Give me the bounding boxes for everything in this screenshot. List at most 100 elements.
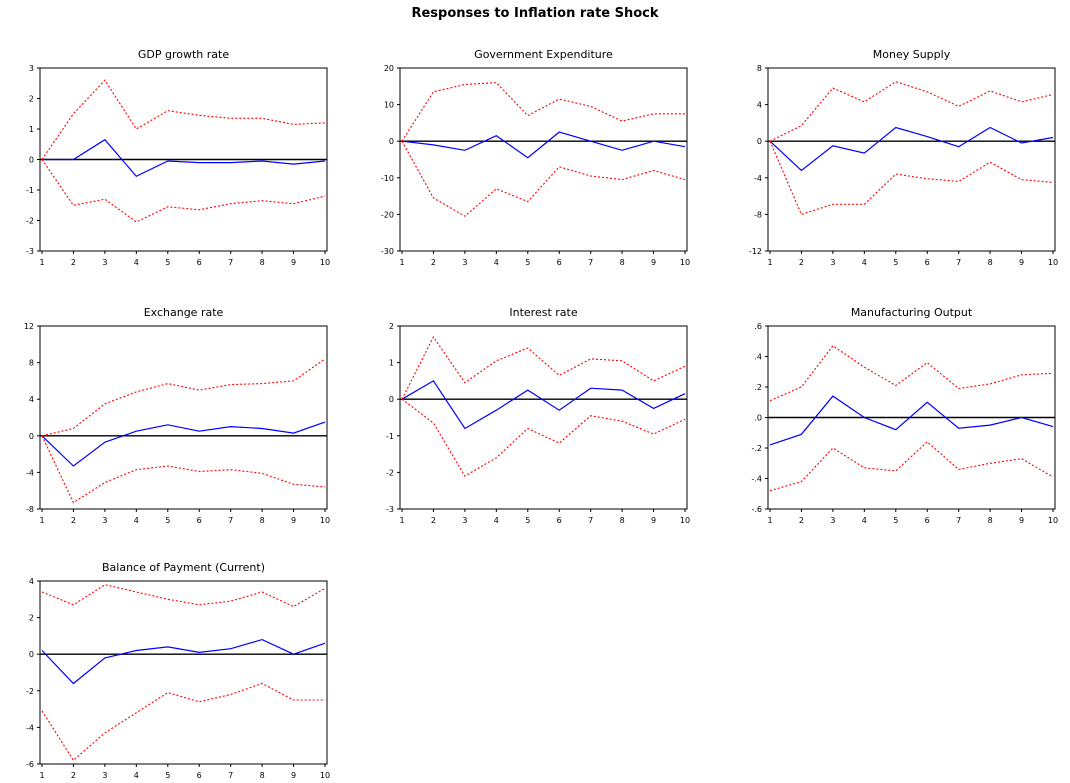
y-tick-label: .0 xyxy=(754,414,762,423)
y-tick-label: 4 xyxy=(29,395,34,404)
upper-band-line xyxy=(41,584,326,608)
y-tick-label: 0 xyxy=(29,156,34,165)
plot-frame xyxy=(399,67,688,252)
y-tick-label: 2 xyxy=(29,95,34,104)
y-tick-label: -8 xyxy=(754,210,762,219)
y-tick-label: -30 xyxy=(381,247,394,256)
y-tick-label: -10 xyxy=(381,174,394,183)
x-tick-label: 1 xyxy=(39,258,44,267)
x-tick-label: 3 xyxy=(102,258,107,267)
x-tick-label: 4 xyxy=(862,258,867,267)
upper-band-line xyxy=(769,345,1054,402)
x-tick-label: 6 xyxy=(557,258,562,267)
x-tick-label: 7 xyxy=(956,258,961,267)
response-line xyxy=(769,395,1054,446)
y-tick-label: .2 xyxy=(754,383,762,392)
upper-band-line xyxy=(41,79,326,160)
y-tick-label: .6 xyxy=(754,322,762,331)
x-tick-label: 1 xyxy=(767,258,772,267)
x-tick-label: 8 xyxy=(620,516,625,525)
x-tick-label: 7 xyxy=(228,771,233,780)
x-tick-label: 10 xyxy=(1048,516,1058,525)
x-tick-label: 1 xyxy=(767,516,772,525)
x-tick-label: 8 xyxy=(260,258,265,267)
y-tick-label: 0 xyxy=(29,650,34,659)
x-tick-label: 10 xyxy=(320,516,330,525)
x-tick-label: 5 xyxy=(165,516,170,525)
y-tick-label: -2 xyxy=(26,687,34,696)
irf-panel-1: GDP growth rate -3 -2 -1 0 1 2 3 1 2 3 4 5 6 7 8 9 10 xyxy=(26,48,330,267)
x-tick-label: 4 xyxy=(494,516,499,525)
x-tick-label: 1 xyxy=(399,258,404,267)
y-tick-label: 4 xyxy=(757,101,762,110)
y-tick-label: 1 xyxy=(29,125,34,134)
y-tick-label: 3 xyxy=(29,64,34,73)
upper-band-line xyxy=(769,81,1054,142)
x-tick-label: 4 xyxy=(862,516,867,525)
x-tick-label: 1 xyxy=(399,516,404,525)
y-tick-label: -1 xyxy=(386,432,394,441)
irf-panel-2: Government Expenditure -30 -20 -10 0 10 20 1 2 3 4… xyxy=(381,48,690,267)
upper-band-line xyxy=(401,335,686,400)
panel-title: Manufacturing Output xyxy=(851,306,973,319)
y-tick-label: -4 xyxy=(26,468,34,477)
x-tick-label: 10 xyxy=(320,258,330,267)
x-tick-label: 5 xyxy=(165,258,170,267)
x-tick-label: 9 xyxy=(651,258,656,267)
x-tick-label: 9 xyxy=(291,771,296,780)
y-tick-label: 2 xyxy=(389,322,394,331)
y-tick-label: .4 xyxy=(754,353,762,362)
x-tick-label: 2 xyxy=(71,771,76,780)
x-tick-label: 4 xyxy=(134,516,139,525)
response-line xyxy=(401,380,686,430)
x-tick-label: 6 xyxy=(557,516,562,525)
panel-title: Interest rate xyxy=(509,306,577,319)
irf-panel-7: Balance of Payment (Current) -6 -4 -2 0 2 4 1 2 3… xyxy=(26,561,330,780)
y-tick-label: -1 xyxy=(26,186,34,195)
y-tick-label: -4 xyxy=(26,723,34,732)
x-tick-label: 9 xyxy=(291,516,296,525)
x-tick-label: 9 xyxy=(1019,516,1024,525)
y-tick-label: 2 xyxy=(29,614,34,623)
panel-title: Money Supply xyxy=(873,48,951,61)
y-tick-label: 0 xyxy=(389,395,394,404)
x-tick-label: 4 xyxy=(494,258,499,267)
x-tick-label: 4 xyxy=(134,771,139,780)
x-tick-label: 2 xyxy=(799,516,804,525)
x-tick-label: 2 xyxy=(71,516,76,525)
lower-band-line xyxy=(769,140,1054,216)
y-tick-label: 1 xyxy=(389,359,394,368)
x-tick-label: 8 xyxy=(260,771,265,780)
panel-title: Balance of Payment (Current) xyxy=(102,561,265,574)
x-tick-label: 1 xyxy=(39,516,44,525)
y-tick-label: -12 xyxy=(749,247,762,256)
x-tick-label: 9 xyxy=(1019,258,1024,267)
x-tick-label: 8 xyxy=(620,258,625,267)
y-tick-label: -.2 xyxy=(751,444,762,453)
x-tick-label: 4 xyxy=(134,258,139,267)
x-tick-label: 2 xyxy=(431,516,436,525)
y-tick-label: -3 xyxy=(386,505,394,514)
x-tick-label: 5 xyxy=(525,516,530,525)
x-tick-label: 6 xyxy=(197,516,202,525)
response-line xyxy=(769,126,1054,172)
x-tick-label: 3 xyxy=(102,771,107,780)
y-tick-label: -6 xyxy=(26,760,34,769)
x-tick-label: 2 xyxy=(71,258,76,267)
x-tick-label: 3 xyxy=(830,258,835,267)
x-tick-label: 6 xyxy=(197,258,202,267)
response-line xyxy=(41,421,326,467)
y-tick-label: 12 xyxy=(24,322,34,331)
lower-band-line xyxy=(41,159,326,223)
irf-panel-6: Manufacturing Output -.6 -.4 -.2 .0 .2 .4 .6 1 2 3… xyxy=(751,306,1058,525)
response-line xyxy=(401,131,686,159)
y-tick-label: -2 xyxy=(386,468,394,477)
x-tick-label: 10 xyxy=(680,258,690,267)
lower-band-line xyxy=(769,441,1054,492)
x-tick-label: 5 xyxy=(165,771,170,780)
upper-band-line xyxy=(401,82,685,142)
y-tick-label: -.4 xyxy=(751,475,762,484)
plot-frame xyxy=(39,325,328,510)
x-tick-label: 8 xyxy=(988,516,993,525)
irf-panel-5: Interest rate -3 -2 -1 0 1 2 1 2 3 4 5 6 7 8 9 10 xyxy=(386,306,690,525)
